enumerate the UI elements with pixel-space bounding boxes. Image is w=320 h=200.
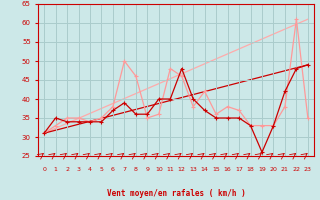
X-axis label: Vent moyen/en rafales ( km/h ): Vent moyen/en rafales ( km/h ) [107,189,245,198]
